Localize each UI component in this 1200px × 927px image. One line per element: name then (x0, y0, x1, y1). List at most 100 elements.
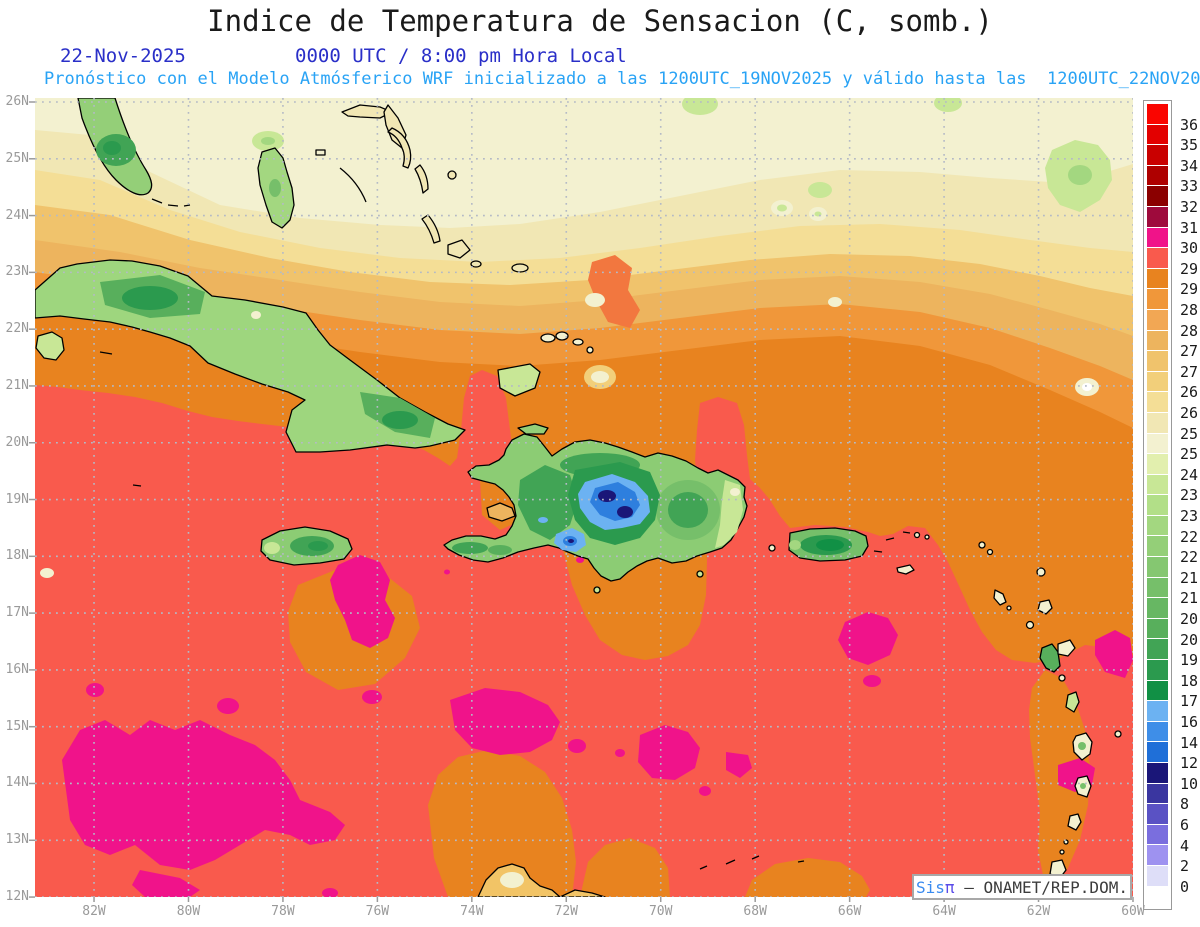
colorbar-label: 18 (1180, 671, 1199, 690)
y-tick-label: 15N (5, 718, 29, 734)
attribution-brand: Sis (916, 877, 945, 897)
y-tick-label: 18N (5, 548, 29, 564)
y-tick-label: 14N (5, 775, 29, 791)
x-tick-label: 74W (460, 904, 484, 919)
y-tick-label: 22N (5, 321, 29, 337)
colorbar-label: 26 (1180, 404, 1199, 422)
x-tick-label: 78W (271, 904, 295, 919)
colorbar-label: 21.5 (1180, 568, 1200, 587)
warm-patch (588, 255, 640, 328)
colorbar-segment (1147, 453, 1168, 474)
x-tick-label: 68W (743, 904, 767, 919)
colorbar-label: 27.5 (1180, 342, 1200, 361)
colorbar-segment (1147, 514, 1168, 536)
turks-caicos-islands (497, 331, 594, 397)
colorbar-label: 25.5 (1180, 424, 1200, 443)
attribution-source: ONAMET/REP.DOM. (983, 877, 1128, 897)
colorbar-label: 31.5 (1180, 218, 1200, 237)
colorbar-segment (1147, 288, 1168, 309)
colorbar-segment (1147, 370, 1168, 392)
bahamas-islands (257, 104, 529, 273)
pale-spots (40, 200, 1099, 578)
colorbar-label: 19 (1180, 651, 1199, 670)
hispaniola-island (443, 423, 748, 594)
cool-sea-patches (252, 98, 1112, 212)
lesser-antilles-islands (885, 531, 1122, 879)
colorbar-segment (1147, 473, 1168, 495)
x-tick-label: 80W (176, 904, 201, 919)
colorbar-segment (1147, 144, 1168, 165)
band-cream (35, 98, 1133, 228)
colorbar-segment (1147, 432, 1168, 454)
x-tick-label: 66W (837, 904, 862, 919)
colorbar (1143, 100, 1172, 911)
colorbar-label: 32 (1180, 198, 1199, 216)
attribution-box: Sis π – ONAMET/REP.DOM. (912, 874, 1132, 900)
colorbar-segment (1147, 782, 1168, 804)
colorbar-segment (1147, 329, 1168, 351)
colorbar-label: 28.5 (1180, 301, 1200, 319)
colorbar-label: 23.5 (1180, 486, 1200, 505)
x-tick-label: 64W (932, 904, 956, 919)
colorbar-segment (1147, 679, 1168, 701)
colorbar-segment (1147, 597, 1168, 618)
colorbar-segment (1147, 391, 1168, 412)
colorbar-label: 20.5 (1180, 610, 1200, 628)
y-tick-label: 20N (5, 434, 29, 450)
colorbar-label: 12 (1180, 754, 1199, 773)
colorbar-label: 27 (1180, 362, 1199, 381)
colorbar-segment (1147, 411, 1168, 433)
colorbar-segment (1147, 803, 1168, 824)
colorbar-label: 26.5 (1180, 383, 1200, 402)
colorbar-label: 23 (1180, 507, 1199, 525)
colorbar-segment (1147, 576, 1168, 598)
colorbar-label: 29 (1180, 280, 1199, 299)
colorbar-label: 20 (1180, 630, 1199, 649)
model-note-label: Pronóstico con el Modelo Atmósferico WRF… (44, 69, 1200, 89)
colorbar-label: 22 (1180, 548, 1199, 567)
colorbar-segment (1147, 308, 1168, 330)
y-tick-label: 13N (5, 832, 29, 848)
y-tick-label: 24N (5, 207, 29, 223)
colorbar-segment (1147, 700, 1168, 721)
valid-time-label: 0000 UTC / 8:00 pm Hora Local (295, 45, 627, 67)
valid-date-label: 22-Nov-2025 (60, 45, 186, 67)
colorbar-segment (1147, 864, 1168, 886)
colorbar-label: 24 (1180, 465, 1199, 484)
colorbar-segment (1147, 638, 1168, 660)
jamaica-island (260, 526, 353, 566)
colorbar-label: 2 (1180, 857, 1190, 876)
colorbar-segment (1147, 123, 1168, 145)
colorbar-label: 22.5 (1180, 527, 1200, 546)
colorbar-label: 14 (1180, 733, 1199, 752)
x-tick-label: 60W (1121, 904, 1145, 919)
y-tick-label: 21N (5, 377, 29, 393)
colorbar-segment (1147, 185, 1168, 206)
colorbar-segment (1147, 659, 1168, 680)
x-tick-label: 82W (82, 904, 106, 919)
colorbar-segment (1147, 844, 1168, 865)
cuba-island (35, 259, 466, 487)
x-tick-label: 62W (1026, 904, 1051, 919)
colorbar-label: 6 (1180, 816, 1190, 834)
colorbar-segment (1147, 885, 1168, 907)
colorbar-segment (1147, 205, 1168, 227)
attribution-separator: – (954, 877, 984, 897)
y-tick-label: 12N (5, 889, 29, 905)
colorbar-label: 28 (1180, 321, 1199, 340)
colorbar-segment (1147, 556, 1168, 577)
colorbar-segment (1147, 720, 1168, 742)
colorbar-segment (1147, 350, 1168, 371)
colorbar-segment (1147, 741, 1168, 762)
colorbar-label: 29.7 (1180, 259, 1200, 278)
colorbar-segment (1147, 164, 1168, 186)
colorbar-label: 36 (1180, 115, 1199, 134)
colorbar-segment (1147, 823, 1168, 845)
y-tick-label: 23N (5, 264, 29, 280)
colorbar-segment (1147, 267, 1168, 289)
y-tick-label: 17N (5, 605, 29, 621)
puerto-rico-island (768, 527, 883, 562)
land-masses (35, 98, 1122, 897)
